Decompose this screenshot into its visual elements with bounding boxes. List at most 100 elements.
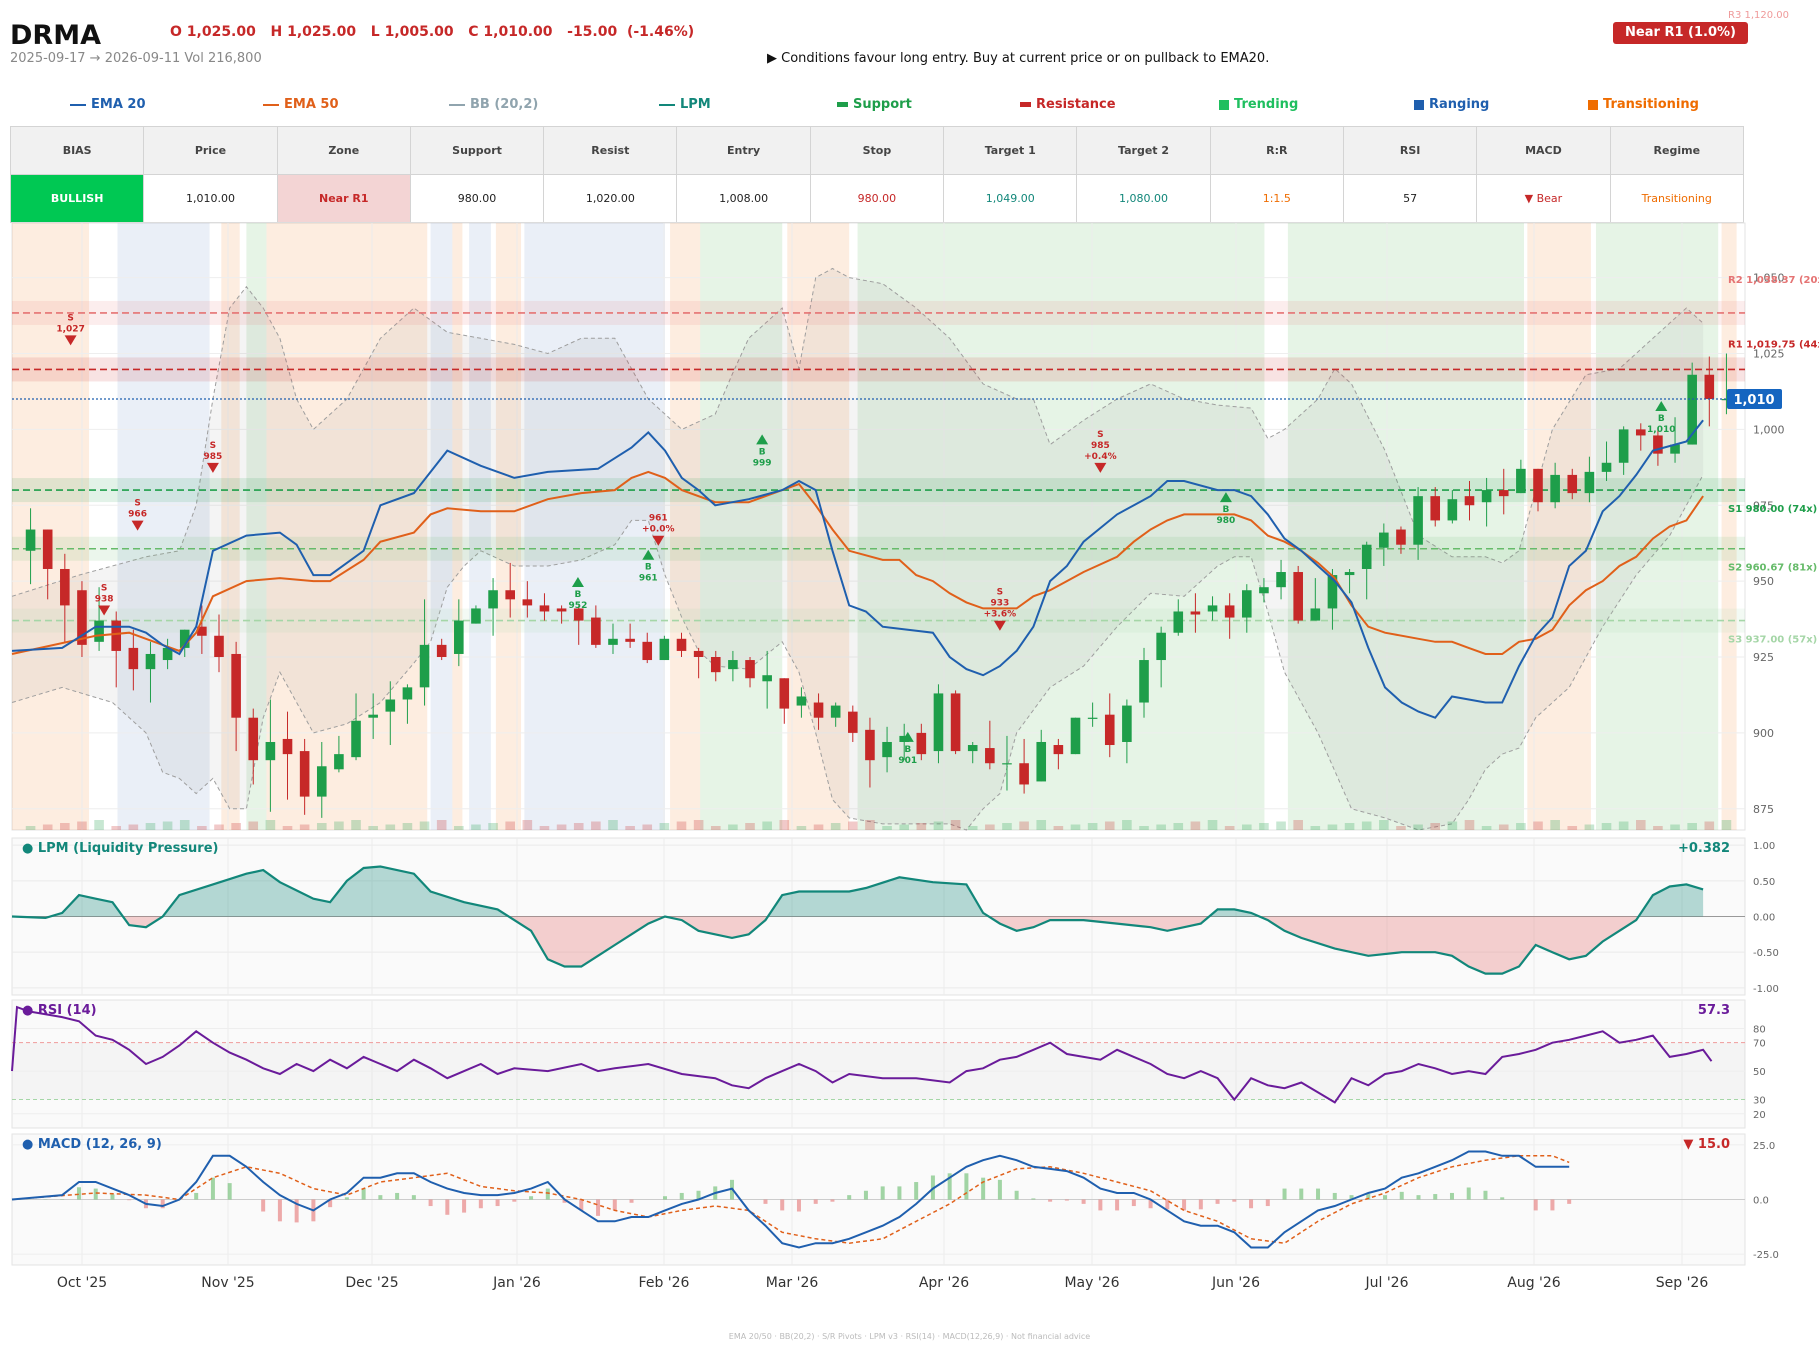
macd-histogram-bar [512, 1199, 517, 1202]
candle-body [1019, 763, 1029, 785]
candle-body [848, 711, 858, 733]
x-tick-label: Jan '26 [492, 1275, 541, 1291]
candle-body [745, 660, 755, 679]
candle-body [1618, 429, 1629, 463]
candle-body [916, 732, 927, 755]
volume-bar [916, 823, 927, 830]
candle-body [830, 705, 841, 718]
pane-rsi [11, 999, 1746, 1129]
legend-swatch [1020, 102, 1031, 107]
macd-histogram-bar [1182, 1199, 1187, 1211]
volume-bar [848, 821, 858, 830]
col-target1: Target 1 [943, 126, 1078, 175]
candle-body [1139, 660, 1149, 703]
candle-body [1104, 714, 1115, 746]
volume-bar [1276, 821, 1286, 830]
macd-histogram-bar [863, 1190, 868, 1200]
legend-swatch [263, 103, 279, 106]
x-tick-label: Oct '25 [57, 1275, 107, 1291]
volume-bar [591, 821, 601, 830]
macd-histogram-bar [1316, 1188, 1321, 1200]
regime-band [857, 223, 1265, 830]
macd-histogram-bar [411, 1195, 416, 1200]
macd-histogram-bar [696, 1190, 701, 1200]
candle-body [1447, 499, 1458, 521]
candle-body [882, 741, 892, 758]
candle-body [1070, 717, 1081, 755]
regime-band [700, 223, 783, 830]
macd-histogram-bar [629, 1199, 634, 1203]
rsi-line [11, 1005, 1713, 1104]
volume-bar [1053, 826, 1064, 830]
candle-body [1498, 490, 1509, 497]
macd-histogram-bar [562, 1199, 567, 1203]
volume-bar [402, 823, 413, 830]
volume-bar [299, 824, 310, 830]
candle-body [556, 608, 567, 612]
level-label: S2 960.67 (81x) [1728, 563, 1817, 574]
volume-bar [1550, 820, 1560, 830]
macd-value: ▼ Bear [1476, 174, 1611, 223]
regime-band [117, 223, 210, 830]
regime-band [12, 223, 90, 830]
conditions-message: ▶ Conditions favour long entry. Buy at c… [767, 51, 1270, 66]
regime-band [1721, 223, 1737, 830]
signal-label: S [67, 313, 73, 323]
macd-histogram-bar [1064, 1199, 1069, 1201]
legend-item-resistance: Resistance [1020, 97, 1116, 112]
macd-histogram-bar [1098, 1199, 1103, 1211]
x-tick-label: Feb '26 [639, 1275, 690, 1291]
candle-body [1379, 532, 1389, 548]
volume-bar [1002, 823, 1012, 830]
signal-label: S [1097, 430, 1103, 440]
candle-body [1053, 745, 1064, 755]
legend-label: EMA 20 [91, 97, 146, 112]
price-value: 1,010.00 [143, 174, 278, 223]
candle-body [591, 617, 601, 645]
volume-bar [179, 820, 190, 830]
volume-bar [1293, 820, 1303, 830]
candle-body [779, 678, 790, 709]
macd-histogram-bar [462, 1199, 467, 1213]
legend-label: EMA 50 [284, 97, 339, 112]
level-label: R1 1,019.75 (44x) [1728, 339, 1819, 350]
macd-histogram-bar [261, 1199, 266, 1212]
bb-lower-line [11, 474, 1704, 831]
volume-bar [1413, 824, 1423, 830]
volume-bar [197, 826, 207, 830]
signal-label: S [210, 441, 216, 451]
footer-note: EMA 20/50 · BB(20,2) · S/R Pivots · LPM … [728, 1332, 1091, 1341]
volume-bar [676, 821, 687, 830]
bb-fill [12, 268, 1704, 830]
last-price-label: 1,010 [1733, 393, 1774, 408]
volume-bar [813, 824, 824, 830]
signal-label: B [1222, 505, 1229, 515]
rsi-tick-label: 50 [1753, 1067, 1766, 1078]
macd-histogram-bar [796, 1199, 801, 1212]
candle-body [1036, 741, 1047, 782]
volume-bar [94, 820, 104, 830]
volume-bar [1635, 820, 1646, 830]
candle-body [1002, 763, 1012, 765]
candle-body [25, 529, 36, 551]
col-target2: Target 2 [1076, 126, 1211, 175]
legend-item-ema20: EMA 20 [70, 97, 146, 112]
signal-summary-table: BIAS Price Zone Support Resist Entry Sto… [9, 126, 1745, 223]
candle-body [865, 729, 875, 761]
volume-bar [1498, 824, 1509, 830]
volume-bar [1224, 826, 1235, 830]
volume-bar [419, 821, 430, 830]
candle-body [1207, 605, 1218, 612]
macd-histogram-bar [1048, 1199, 1053, 1202]
volume-bar [1087, 823, 1098, 830]
ema50-line [11, 470, 1704, 655]
y-tick-label: 1,025 [1753, 348, 1785, 361]
candle-body [1687, 374, 1697, 445]
volume-bar [282, 826, 293, 830]
candle-body [1087, 717, 1098, 719]
candle-body [1122, 705, 1132, 742]
volume-bar [642, 824, 653, 830]
col-macd: MACD [1476, 126, 1611, 175]
volume-bar [1036, 820, 1047, 830]
volume-bar [77, 821, 87, 830]
